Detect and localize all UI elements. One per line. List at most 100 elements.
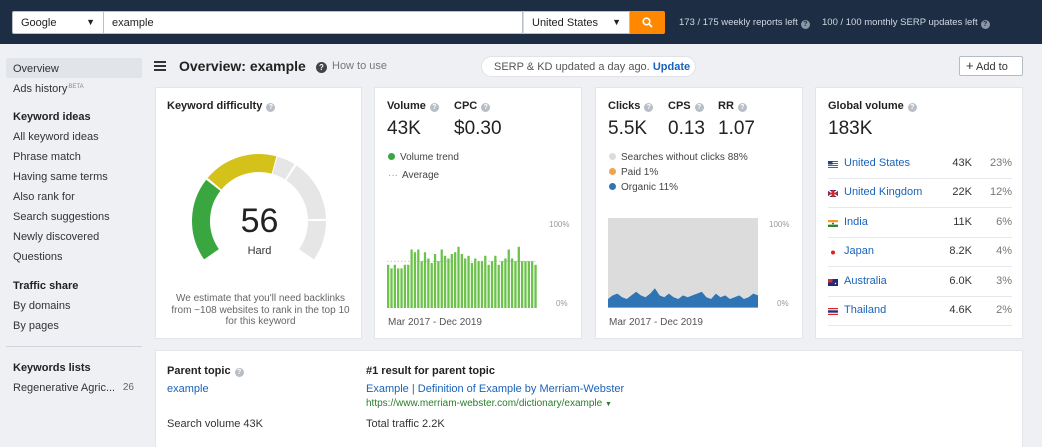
clicks-label: Clicks? bbox=[608, 100, 654, 112]
volume-bar bbox=[413, 252, 417, 308]
volume-value: 43K bbox=[387, 118, 421, 139]
sidebar-item-by-domains[interactable]: By domains bbox=[13, 300, 71, 312]
volume-bar bbox=[443, 255, 447, 308]
kd-note: We estimate that you'll need backlinks f… bbox=[171, 293, 350, 327]
search-button[interactable] bbox=[630, 11, 665, 34]
volume-bar bbox=[484, 255, 487, 308]
global-volume-card: Global volume? 183K United States 43K 23% U… bbox=[815, 87, 1023, 339]
rr-value: 1.07 bbox=[718, 118, 755, 139]
sidebar: Overview Ads historyBETA Keyword ideas A… bbox=[0, 44, 146, 447]
country-name-link[interactable]: Australia bbox=[844, 274, 887, 287]
sidebar-item-by-pages[interactable]: By pages bbox=[13, 320, 59, 332]
gauge-fill-yellow bbox=[207, 154, 277, 190]
legend-volume-trend: Volume trend bbox=[388, 152, 459, 163]
volume-bar bbox=[423, 252, 427, 308]
country-volume: 8.2K bbox=[949, 245, 972, 258]
parent-topic-card: Parent topic? example Search volume 43K … bbox=[155, 350, 1023, 447]
menu-icon[interactable] bbox=[154, 61, 166, 71]
sidebar-item-newly-discovered[interactable]: Newly discovered bbox=[13, 231, 100, 243]
volume-bar bbox=[504, 258, 507, 308]
sidebar-item-phrase-match[interactable]: Phrase match bbox=[13, 151, 81, 163]
caret-down-icon[interactable]: ▼ bbox=[604, 401, 612, 408]
date-range: Mar 2017 - Dec 2019 bbox=[609, 317, 703, 328]
info-icon[interactable]: ? bbox=[481, 103, 491, 112]
kd-gauge bbox=[192, 154, 326, 260]
clicks-chart bbox=[608, 218, 758, 308]
legend-average: ··· Average bbox=[388, 170, 440, 181]
volume-bar bbox=[450, 254, 453, 308]
add-to-button[interactable]: + Add to bbox=[959, 56, 1023, 76]
sidebar-item-overview[interactable]: Overview bbox=[6, 58, 142, 78]
sidebar-item-questions[interactable]: Questions bbox=[13, 251, 63, 263]
info-icon[interactable]: ? bbox=[234, 368, 244, 377]
country-percent: 4% bbox=[996, 245, 1012, 258]
volume-trend-chart bbox=[387, 246, 537, 308]
how-to-use-link[interactable]: ? How to use bbox=[316, 60, 387, 73]
sidebar-item-keywords-list[interactable]: Regenerative Agric... 26 bbox=[13, 382, 134, 394]
country-percent: 6% bbox=[996, 215, 1012, 228]
volume-bar bbox=[457, 246, 460, 308]
info-icon[interactable]: ? bbox=[429, 103, 439, 112]
volume-bar bbox=[474, 258, 477, 308]
sidebar-item-all-keyword-ideas[interactable]: All keyword ideas bbox=[13, 131, 99, 143]
list-count: 26 bbox=[122, 382, 134, 393]
sidebar-item-ads-history[interactable]: Ads historyBETA bbox=[13, 83, 84, 95]
volume-bar bbox=[454, 252, 457, 308]
volume-bar bbox=[437, 261, 440, 308]
info-icon[interactable]: ? bbox=[737, 103, 747, 112]
sidebar-heading-keyword-ideas: Keyword ideas bbox=[13, 111, 91, 123]
volume-bar bbox=[427, 258, 430, 308]
search-icon bbox=[642, 17, 653, 28]
country-row: Thailand 4.6K 2% bbox=[828, 297, 1012, 326]
top-result-label: #1 result for parent topic bbox=[366, 365, 495, 377]
keyword-input[interactable]: example bbox=[104, 11, 523, 34]
country-name-link[interactable]: Japan bbox=[844, 245, 874, 258]
info-icon[interactable]: ? bbox=[644, 103, 654, 112]
sidebar-divider bbox=[6, 346, 142, 347]
legend-organic: Organic 11% bbox=[609, 182, 678, 193]
search-engine-select[interactable]: Google ▼ bbox=[12, 11, 104, 34]
info-icon[interactable]: ? bbox=[266, 103, 276, 112]
flag-au-icon bbox=[828, 277, 838, 286]
info-icon[interactable]: ? bbox=[980, 20, 990, 29]
volume-bar bbox=[397, 268, 400, 308]
top-result-title[interactable]: Example | Definition of Example by Merri… bbox=[366, 383, 625, 395]
volume-bar bbox=[517, 246, 520, 308]
parent-topic-label: Parent topic? bbox=[167, 365, 244, 377]
country-row: Australia 6.0K 3% bbox=[828, 268, 1012, 297]
organic-area bbox=[608, 288, 758, 308]
country-name-link[interactable]: India bbox=[844, 215, 868, 228]
sidebar-item-search-suggestions[interactable]: Search suggestions bbox=[13, 211, 110, 223]
volume-label: Volume? bbox=[387, 100, 439, 112]
axis-top-label: 100% bbox=[549, 220, 570, 229]
country-name-link[interactable]: United Kingdom bbox=[844, 186, 923, 199]
country-select[interactable]: United States ▼ bbox=[523, 11, 630, 34]
country-row: Japan 8.2K 4% bbox=[828, 238, 1012, 268]
sidebar-item-also-rank-for[interactable]: Also rank for bbox=[13, 191, 75, 203]
info-icon[interactable]: ? bbox=[907, 103, 917, 112]
kd-score: 56 bbox=[240, 202, 279, 240]
country-volume: 22K bbox=[952, 186, 972, 199]
country-name-link[interactable]: Thailand bbox=[844, 304, 887, 316]
rr-label: RR? bbox=[718, 100, 747, 112]
gauge-fill-green bbox=[192, 179, 221, 260]
country-name-link[interactable]: United States bbox=[844, 157, 911, 169]
volume-bar bbox=[393, 264, 396, 308]
top-result-url[interactable]: https://www.merriam-webster.com/dictiona… bbox=[366, 398, 612, 409]
info-icon[interactable]: ? bbox=[800, 20, 810, 29]
update-link[interactable]: Update bbox=[652, 61, 691, 73]
volume-bar bbox=[420, 261, 423, 308]
volume-bar bbox=[477, 261, 480, 308]
keyword-difficulty-card: Keyword difficulty? 56 Hard We estimate … bbox=[155, 87, 362, 339]
country-volume: 43K bbox=[952, 157, 972, 169]
country-volume: 4.6K bbox=[949, 304, 972, 316]
info-icon[interactable]: ? bbox=[694, 103, 704, 112]
volume-bar bbox=[407, 264, 410, 308]
volume-bar bbox=[507, 249, 510, 308]
volume-bar bbox=[487, 264, 490, 308]
sidebar-heading-keywords-lists: Keywords lists bbox=[13, 362, 91, 374]
clicks-card: Clicks? CPS? RR? 5.5K 0.13 1.07 Searches… bbox=[595, 87, 803, 339]
parent-topic-link[interactable]: example bbox=[167, 383, 209, 395]
page-title: Overview: example bbox=[179, 58, 306, 74]
sidebar-item-having-same-terms[interactable]: Having same terms bbox=[13, 171, 108, 183]
